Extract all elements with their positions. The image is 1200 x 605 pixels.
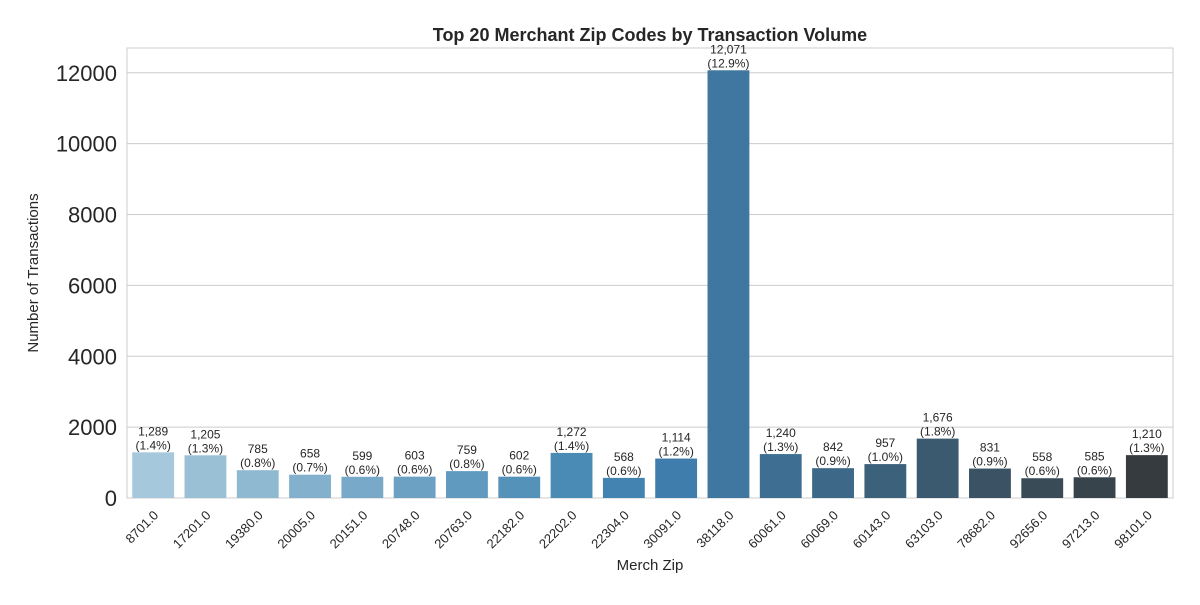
bar-percent-label: (0.9%) [972,455,1007,469]
bar-value-label: 1,272 [557,425,587,439]
bar-value-label: 12,071 [710,42,747,56]
bar-percent-label: (1.3%) [763,440,798,454]
x-tick-label: 60143.0 [850,508,894,552]
y-tick-label: 2000 [68,415,117,440]
x-tick-label: 98101.0 [1111,508,1155,552]
bar-labels: 1,289(1.4%)1,205(1.3%) 785(0.8%)658(0.7%)… [135,42,1164,478]
y-axis-ticks: 0 2000 4000 6000 8000 10000 12000 [56,61,117,511]
y-tick-label: 12000 [56,61,117,86]
bar [707,70,750,498]
bar [969,468,1011,498]
x-axis-label: Merch Zip [617,557,684,574]
bar [446,471,488,498]
bar-percent-label: (1.3%) [1129,441,1164,455]
bar [655,458,698,498]
x-tick-label: 97213.0 [1059,508,1103,552]
bar-value-label: 1,205 [190,427,220,441]
x-tick-label: 20151.0 [327,508,371,552]
x-tick-label: 22182.0 [484,508,528,552]
bar-value-label: 568 [614,450,634,464]
bar [812,468,854,498]
bar-value-label: 599 [352,449,372,463]
bar-percent-label: (0.6%) [345,463,380,477]
x-axis-ticks: 8701.0 17201.0 19380.0 20005.0 20151.0 20748.… [123,508,1155,552]
bars [132,70,1168,498]
x-tick-label: 38118.0 [693,508,736,551]
bar [236,470,279,498]
x-tick-label: 17201.0 [170,508,214,552]
y-tick-label: 10000 [56,132,117,157]
x-tick-label: 22202.0 [536,508,580,552]
bar-percent-label: (12.9%) [707,56,749,70]
bar [864,464,907,498]
bar-value-label: 957 [875,436,895,450]
bar [916,438,959,498]
x-tick-label: 20005.0 [274,508,318,552]
bar [393,476,436,498]
bar [289,474,331,498]
x-tick-label: 92656.0 [1007,508,1051,552]
x-tick-label: 19380.0 [222,508,266,552]
bar-percent-label: (0.6%) [1025,464,1060,478]
bar-value-label: 585 [1085,449,1105,463]
bar-percent-label: (1.4%) [135,438,170,452]
bar-value-label: 602 [509,449,529,463]
bar-percent-label: (0.6%) [1077,463,1112,477]
bar [1073,477,1116,498]
grid-lines [127,72,1173,499]
bar [184,455,227,498]
x-tick-label: 60069.0 [797,508,841,552]
bar-value-label: 1,289 [138,424,168,438]
bar-value-label: 1,240 [766,426,796,440]
bar-percent-label: (1.0%) [868,450,903,464]
y-axis-label: Number of Transactions [25,193,42,352]
bar-value-label: 558 [1032,450,1052,464]
x-tick-label: 78682.0 [954,508,998,552]
bar [602,477,645,498]
x-tick-label: 20748.0 [379,508,423,552]
x-tick-label: 22304.0 [588,508,632,552]
bar [341,476,384,498]
bar-value-label: 1,114 [662,431,691,445]
y-tick-label: 8000 [68,203,117,228]
chart-title: Top 20 Merchant Zip Codes by Transaction… [433,25,867,45]
bar-value-label: 658 [300,447,320,461]
bar-percent-label: (0.8%) [449,457,484,471]
bar [132,452,175,498]
bar-percent-label: (0.9%) [815,454,850,468]
x-tick-label: 8701.0 [123,508,162,547]
bar-percent-label: (0.6%) [606,464,641,478]
bar-percent-label: (1.8%) [920,425,955,439]
bar-value-label: 759 [457,443,477,457]
bar [550,452,593,498]
bar-value-label: 1,676 [923,411,953,425]
y-tick-label: 0 [105,486,117,511]
bar [1021,478,1064,498]
bar [759,454,802,498]
x-tick-label: 63103.0 [902,508,946,552]
bar-value-label: 831 [980,441,1000,455]
bar [1125,455,1168,498]
bar-value-label: 785 [248,442,268,456]
bar-percent-label: (0.8%) [240,456,275,470]
y-tick-label: 6000 [68,273,117,298]
bar-percent-label: (1.3%) [188,441,223,455]
y-tick-label: 4000 [68,344,117,369]
bar-percent-label: (1.4%) [554,439,589,453]
bar-percent-label: (0.7%) [292,461,327,475]
bar-value-label: 603 [405,449,425,463]
x-tick-label: 60061.0 [745,508,789,552]
plot-area [126,47,1174,499]
x-tick-label: 30091.0 [640,508,684,552]
bar-value-label: 1,210 [1132,427,1162,441]
bar-percent-label: (0.6%) [502,463,537,477]
x-tick-label: 20763.0 [431,508,475,552]
bar-percent-label: (0.6%) [397,463,432,477]
bar [498,476,541,498]
bar-value-label: 842 [823,440,843,454]
bar-percent-label: (1.2%) [658,445,693,459]
